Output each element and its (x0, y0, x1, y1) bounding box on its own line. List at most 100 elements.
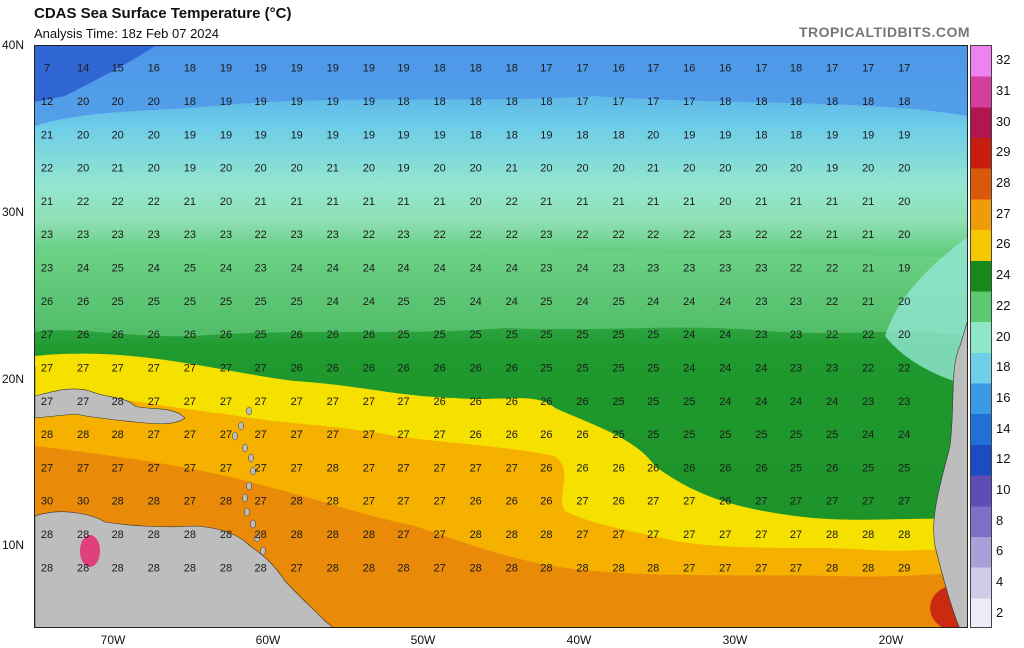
sst-value: 24 (470, 296, 482, 308)
sst-value: 22 (862, 363, 874, 375)
sst-value: 16 (612, 63, 624, 75)
sst-value: 21 (647, 163, 659, 175)
sst-value: 28 (148, 562, 160, 574)
lon-label-70w: 70W (100, 633, 126, 647)
sst-value: 21 (647, 196, 659, 208)
sst-value: 16 (683, 63, 695, 75)
color-scale-label: 29 (996, 144, 1011, 160)
sst-value: 28 (826, 529, 838, 541)
sst-value: 27 (363, 496, 375, 508)
sst-value: 22 (433, 229, 445, 241)
sst-value: 18 (576, 129, 588, 141)
sst-value: 17 (826, 63, 838, 75)
sst-value: 17 (612, 96, 624, 108)
sst-value: 14 (77, 63, 89, 75)
sst-value: 18 (719, 96, 731, 108)
sst-value: 21 (327, 163, 339, 175)
sst-value: 23 (540, 229, 552, 241)
sst-value: 27 (576, 496, 588, 508)
sst-value: 22 (612, 229, 624, 241)
sst-value: 28 (220, 529, 232, 541)
sst-value: 27 (291, 462, 303, 474)
sst-value: 18 (184, 96, 196, 108)
sst-value: 20 (254, 163, 266, 175)
sst-value: 22 (470, 229, 482, 241)
sst-value: 26 (540, 429, 552, 441)
sst-value: 25 (291, 296, 303, 308)
sst-value: 23 (826, 363, 838, 375)
sst-value: 19 (826, 129, 838, 141)
sst-value: 26 (612, 462, 624, 474)
sst-value: 27 (148, 429, 160, 441)
sst-value: 28 (148, 496, 160, 508)
sst-value: 27 (790, 529, 802, 541)
sst-value: 27 (576, 529, 588, 541)
sst-value: 20 (291, 163, 303, 175)
sst-value: 28 (184, 529, 196, 541)
sst-value: 23 (220, 229, 232, 241)
sst-value: 21 (862, 196, 874, 208)
sst-value: 20 (77, 129, 89, 141)
sst-value: 22 (647, 229, 659, 241)
sst-value: 23 (41, 229, 53, 241)
sst-value: 27 (433, 429, 445, 441)
sst-value: 27 (184, 429, 196, 441)
sst-value: 28 (41, 529, 53, 541)
sst-value: 28 (540, 562, 552, 574)
sst-value: 20 (540, 163, 552, 175)
color-scale-label: 12 (996, 451, 1011, 467)
sst-value: 19 (291, 129, 303, 141)
sst-value: 19 (184, 129, 196, 141)
sst-value: 26 (470, 429, 482, 441)
color-scale-label: 14 (996, 420, 1011, 436)
sst-value: 28 (291, 496, 303, 508)
sst-value: 28 (363, 562, 375, 574)
sst-value: 27 (683, 529, 695, 541)
sst-value: 24 (327, 263, 339, 275)
sst-value: 27 (612, 529, 624, 541)
sst-value: 28 (506, 529, 518, 541)
sst-band-20-east (885, 237, 967, 386)
sst-value: 24 (719, 363, 731, 375)
sst-value: 19 (254, 63, 266, 75)
sst-value: 18 (826, 96, 838, 108)
island (254, 533, 260, 543)
sst-value: 27 (291, 429, 303, 441)
sst-value: 24 (148, 263, 160, 275)
sst-value: 23 (77, 229, 89, 241)
sst-value: 27 (77, 462, 89, 474)
sst-value: 26 (327, 363, 339, 375)
sst-value: 18 (184, 63, 196, 75)
sst-value: 27 (254, 429, 266, 441)
sst-value: 28 (77, 562, 89, 574)
sst-value: 28 (862, 562, 874, 574)
sst-value: 20 (148, 163, 160, 175)
sst-value: 18 (397, 96, 409, 108)
color-scale-bar (970, 45, 992, 628)
sst-value: 26 (755, 462, 767, 474)
sst-value: 26 (184, 329, 196, 341)
sst-value: 22 (148, 196, 160, 208)
sst-value: 24 (576, 296, 588, 308)
sst-value: 27 (291, 562, 303, 574)
sst-value: 23 (41, 263, 53, 275)
sst-value: 27 (327, 396, 339, 408)
sst-value: 26 (540, 462, 552, 474)
sst-map[interactable]: 7 14 15 16 18 19 19 19 19 19 19 18 18 18 17 17 16 17 16 16 1… (34, 45, 968, 628)
sst-value: 25 (612, 429, 624, 441)
sst-value: 28 (112, 529, 124, 541)
sst-value: 18 (612, 129, 624, 141)
sst-value: 23 (790, 363, 802, 375)
sst-value: 15 (112, 63, 124, 75)
sst-value: 24 (898, 429, 910, 441)
sst-value: 27 (826, 496, 838, 508)
sst-value: 19 (254, 96, 266, 108)
lon-label-40w: 40W (566, 633, 592, 647)
sst-value: 7 (44, 63, 50, 75)
color-scale-label: 20 (996, 328, 1011, 344)
sst-value: 27 (647, 496, 659, 508)
sst-value: 22 (77, 196, 89, 208)
sst-value: 20 (148, 96, 160, 108)
sst-value: 26 (470, 496, 482, 508)
sst-value: 27 (254, 363, 266, 375)
